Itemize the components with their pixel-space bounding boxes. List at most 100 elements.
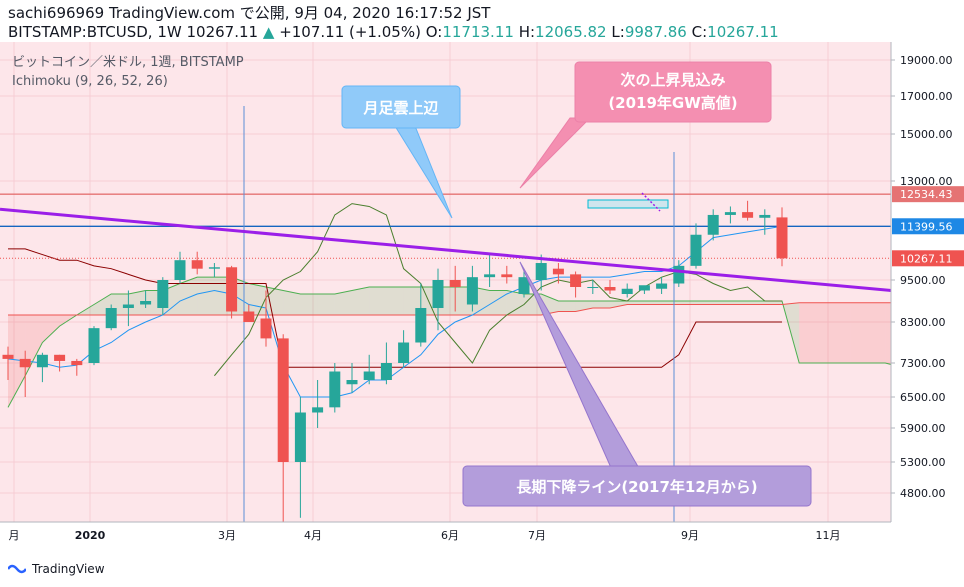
recent-range-box [587, 199, 669, 209]
time-tick-label: 6月 [441, 529, 459, 542]
callout-monthly-cloud-text: 月足雲上辺 [362, 99, 439, 117]
ohlc-line: BITSTAMP:BTCUSD, 1W 10267.11 ▲ +107.11 (… [8, 23, 948, 42]
tradingview-logo-icon [8, 564, 26, 574]
low-value: 9987.86 [624, 23, 687, 41]
price-label-box [892, 218, 964, 235]
candle-body [449, 280, 461, 287]
price-tick-label: 9500.00 [900, 274, 946, 287]
ichimoku-kijun [8, 248, 782, 368]
ichimoku-cloud-fill [386, 287, 404, 315]
high-value: 12065.82 [535, 23, 607, 41]
short-trend-dashed [641, 192, 661, 212]
close-value: 10267.11 [707, 23, 779, 41]
ichimoku-cloud-fill [283, 290, 301, 315]
ichimoku-cloud-fill [180, 277, 198, 315]
price-label-box [892, 186, 964, 203]
price-tick-label: 19000.00 [900, 54, 953, 67]
candle-body [346, 380, 358, 385]
ichimoku-cloud-fill [610, 301, 628, 308]
time-tick-label: 4月 [304, 529, 322, 542]
candle-body [484, 274, 496, 278]
candle-body [122, 304, 134, 308]
candle-body [518, 277, 530, 294]
candle-body [329, 371, 341, 408]
tradingview-footer[interactable]: TradingView [8, 562, 105, 576]
publish-info: sachi696969 TradingView.com で公開, 9月 04, … [8, 4, 491, 22]
ichimoku-cloud-fill [317, 294, 335, 315]
callout-monthly-cloud [341, 85, 461, 129]
time-axis-bg [0, 522, 891, 548]
callout-next-target [574, 61, 772, 123]
close-label: C: [691, 23, 708, 41]
candle-body [398, 342, 410, 363]
ichimoku-cloud-fill [369, 287, 387, 315]
price-tick-label: 15000.00 [900, 128, 953, 141]
ichimoku-cloud-fill [128, 290, 146, 315]
candle-body [174, 260, 186, 280]
candle-body [208, 267, 220, 269]
candle-body [243, 311, 255, 322]
ichimoku-cloud-fill [764, 301, 782, 305]
candle-body [71, 360, 83, 366]
candle-body [140, 301, 152, 305]
ichimoku-cloud-fill [592, 301, 610, 308]
candle-body [363, 371, 375, 380]
ichimoku-cloud-fill [248, 283, 266, 315]
ichimoku-cloud-fill [816, 302, 834, 363]
ichimoku-cloud-fill [713, 301, 731, 305]
ichimoku-cloud-fill [42, 315, 60, 343]
ichimoku-cloud-fill [833, 302, 851, 363]
price-tick-label: 17000.00 [900, 90, 953, 103]
price-tick-label: 7300.00 [900, 357, 946, 370]
ichimoku-cloud-fill [506, 290, 524, 315]
price-axis-bg [891, 42, 964, 522]
candle-body [501, 274, 513, 278]
candle-body [552, 268, 564, 275]
last-price: 10267.11 [186, 23, 259, 41]
candle-body [776, 217, 788, 259]
ichimoku-cloud-fill [334, 290, 352, 315]
ichimoku-cloud-fill [558, 301, 576, 312]
candle-body [604, 287, 616, 291]
ichimoku-tenkan [7, 225, 783, 398]
candle-body [759, 214, 771, 218]
candle-body [312, 407, 324, 413]
open-value: 11713.11 [442, 23, 514, 41]
candle-body [294, 412, 306, 462]
low-label: L: [611, 23, 625, 41]
price-tick-label: 5900.00 [900, 422, 946, 435]
price-tick-label: 6500.00 [900, 391, 946, 404]
candle-body [105, 308, 117, 329]
ichimoku-cloud-fill [678, 301, 696, 305]
candle-body [260, 318, 272, 339]
candle-body [415, 308, 427, 343]
legend-indicator: Ichimoku (9, 26, 52, 26) [12, 74, 168, 89]
candle-body [742, 212, 754, 218]
callout-next-target-line1: 次の上昇見込み [620, 71, 725, 89]
candle-body [54, 354, 66, 361]
price-tick-label: 8300.00 [900, 316, 946, 329]
candle-body [587, 287, 599, 288]
ichimoku-cloud-fill [661, 301, 679, 305]
price-label-resistance: 12534.43 [900, 188, 953, 201]
time-tick-label: 11月 [816, 529, 841, 542]
price-tick-label: 13000.00 [900, 175, 953, 188]
candle-body [638, 285, 650, 291]
candle-body [707, 214, 719, 235]
legend-title: ビットコイン／米ドル, 1週, BITSTAMP [12, 55, 244, 70]
callout-long-downtrend [462, 465, 812, 507]
price-tick-label: 5300.00 [900, 456, 946, 469]
candle-body [673, 265, 685, 284]
ichimoku-cloud-fill [575, 301, 593, 312]
candle-body [724, 212, 736, 215]
ichimoku-cloud-fill [197, 277, 215, 315]
candle-body [621, 288, 633, 294]
chart-header: sachi696969 TradingView.com で公開, 9月 04, … [8, 4, 948, 42]
candle-body [226, 267, 238, 312]
candle-body [19, 358, 31, 368]
footer-brand: TradingView [32, 562, 105, 576]
ichimoku-cloud-fill [627, 301, 645, 305]
candle-body [277, 338, 289, 462]
ichimoku-cloud-fill [850, 302, 868, 363]
